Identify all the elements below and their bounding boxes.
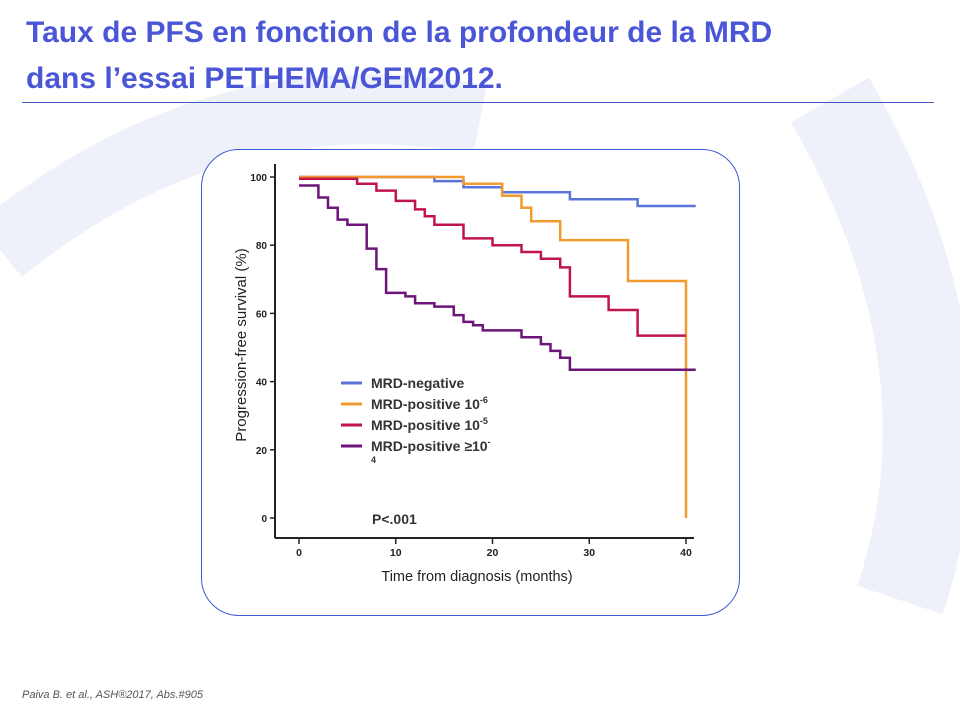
y-axis-label: Progression-free survival (%) [233, 248, 250, 441]
slide-title-line-1: Taux de PFS en fonction de la profondeur… [26, 16, 773, 49]
p-value-annotation: P<.001 [372, 511, 417, 527]
series-line-1 [299, 175, 696, 208]
citation-footnote: Paiva B. et al., ASH®2017, Abs.#905 [22, 689, 203, 701]
x-tick-label: 30 [583, 547, 595, 559]
y-tick-label: 100 [250, 173, 267, 184]
x-tick-label: 40 [680, 547, 692, 559]
y-tick-label: 0 [261, 514, 267, 525]
legend: MRD-negative MRD-positive 10-6 MRD-positiv… [341, 375, 491, 465]
y-tick-label: 40 [256, 378, 268, 389]
legend-label-1: MRD-negative [371, 375, 465, 391]
slide-title-line-2: dans l’essai PETHEMA/GEM2012. [26, 62, 503, 95]
slide-title: Taux de PFS en fonction de la profondeur… [26, 10, 926, 102]
x-axis-label: Time from diagnosis (months) [381, 569, 572, 585]
x-tick-label: 10 [390, 547, 402, 559]
legend-label-2: MRD-positive 10-6 [371, 395, 488, 412]
series-line-4 [299, 184, 696, 371]
x-tick-label: 20 [487, 547, 499, 559]
y-tick-label: 80 [256, 241, 268, 252]
axes: 0 20 40 60 80 100 0 10 20 30 40 [250, 164, 694, 559]
series-curves [299, 175, 696, 518]
title-divider [22, 102, 934, 103]
y-tick-label: 60 [256, 309, 268, 320]
legend-label-4: MRD-positive ≥10- [371, 437, 491, 454]
legend-label-3: MRD-positive 10-5 [371, 416, 488, 433]
y-tick-label: 20 [256, 446, 268, 457]
series-line-2 [299, 175, 688, 518]
x-tick-label: 0 [296, 547, 302, 559]
legend-label-subscript: 4 [371, 455, 376, 465]
series-line-3 [299, 177, 686, 337]
